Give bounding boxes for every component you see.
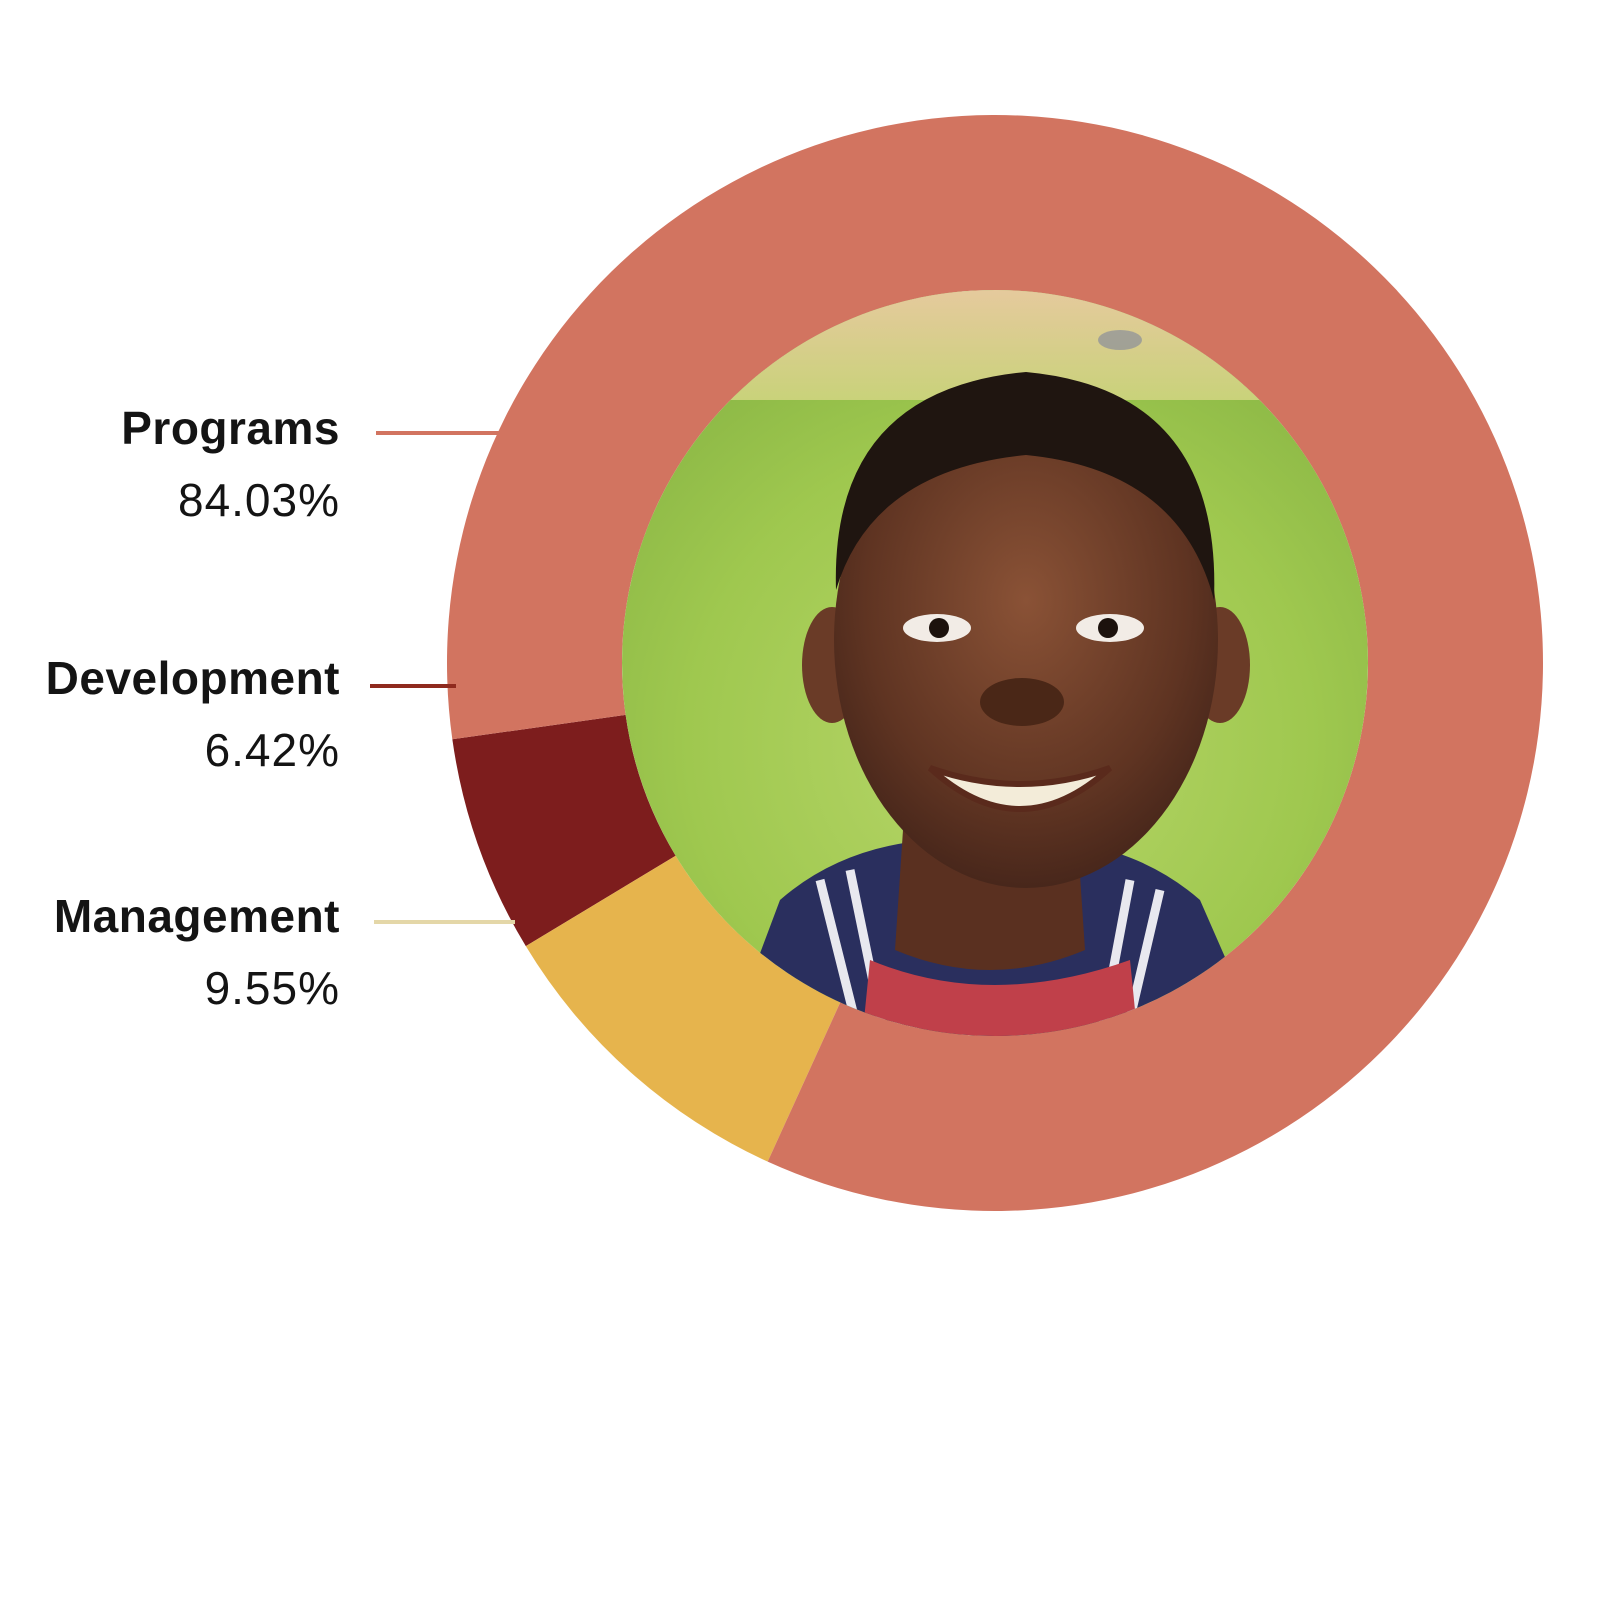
legend-programs: Programs 84.03% <box>121 400 340 528</box>
slice-programs <box>447 115 1543 1212</box>
slice-management <box>525 855 841 1162</box>
donut-slices <box>447 115 1543 1212</box>
legend-management-value: 9.55% <box>204 962 340 1014</box>
slice-development <box>452 714 676 947</box>
legend-management-label: Management <box>53 890 340 942</box>
legend-development-value: 6.42% <box>204 724 340 776</box>
legend-programs-value: 84.03% <box>177 474 340 526</box>
legend-programs-label: Programs <box>121 402 340 454</box>
legend-management: Management 9.55% <box>54 888 340 1016</box>
leader-lines <box>370 431 515 924</box>
legend-development: Development 6.42% <box>46 650 340 778</box>
legend-development-label: Development <box>45 652 340 704</box>
